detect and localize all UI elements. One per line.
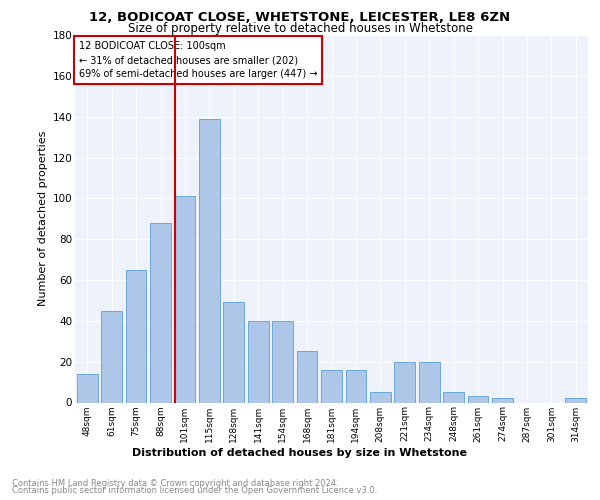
Text: Distribution of detached houses by size in Whetstone: Distribution of detached houses by size … xyxy=(133,448,467,458)
Text: 12, BODICOAT CLOSE, WHETSTONE, LEICESTER, LE8 6ZN: 12, BODICOAT CLOSE, WHETSTONE, LEICESTER… xyxy=(89,11,511,24)
Bar xyxy=(101,310,122,402)
Bar xyxy=(223,302,244,402)
Text: Contains public sector information licensed under the Open Government Licence v3: Contains public sector information licen… xyxy=(12,486,377,495)
Text: Size of property relative to detached houses in Whetstone: Size of property relative to detached ho… xyxy=(128,22,473,35)
Bar xyxy=(443,392,464,402)
Bar xyxy=(150,223,171,402)
Bar xyxy=(77,374,98,402)
Bar xyxy=(175,196,196,402)
Bar xyxy=(565,398,586,402)
Bar xyxy=(321,370,342,402)
Y-axis label: Number of detached properties: Number of detached properties xyxy=(38,131,49,306)
Bar xyxy=(296,352,317,403)
Bar xyxy=(467,396,488,402)
Bar xyxy=(125,270,146,402)
Bar xyxy=(199,118,220,403)
Bar xyxy=(370,392,391,402)
Bar xyxy=(248,321,269,402)
Text: Contains HM Land Registry data © Crown copyright and database right 2024.: Contains HM Land Registry data © Crown c… xyxy=(12,478,338,488)
Bar xyxy=(419,362,440,403)
Bar xyxy=(492,398,513,402)
Bar xyxy=(272,321,293,402)
Text: 12 BODICOAT CLOSE: 100sqm
← 31% of detached houses are smaller (202)
69% of semi: 12 BODICOAT CLOSE: 100sqm ← 31% of detac… xyxy=(79,41,317,79)
Bar xyxy=(394,362,415,403)
Bar xyxy=(346,370,367,402)
